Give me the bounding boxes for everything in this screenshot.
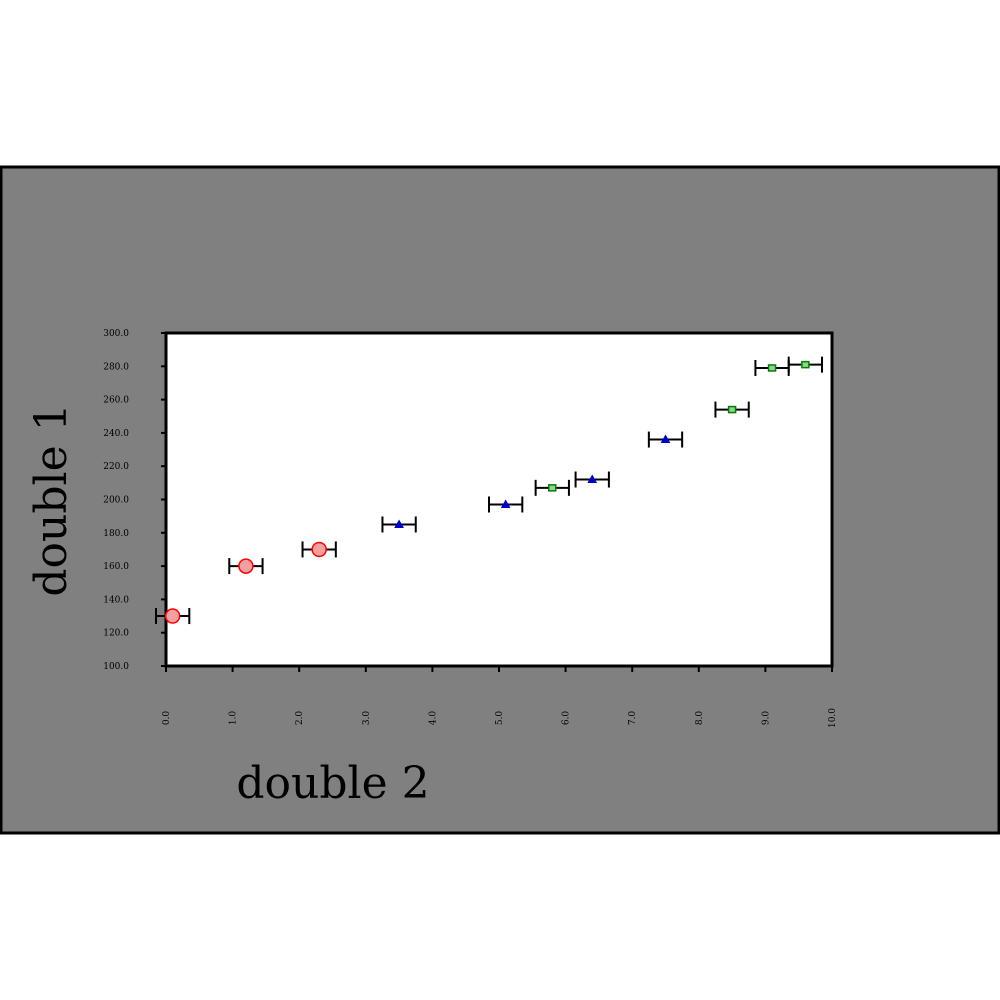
x-tick-label: 2.0 [295,711,305,726]
triangle-point [587,474,598,484]
x-tick-label: 4.0 [428,711,438,726]
x-tick-label: 6.0 [562,711,572,726]
y-tick-label: 220.0 [103,462,129,472]
y-axis-ticks: 100.0 120.0 140.0 160.0 180.0 200.0 220.0 240.0… [103,329,166,672]
x-tick-label: 8.0 [695,711,705,726]
triangle-point [500,499,511,508]
x-tick-label: 9.0 [761,711,771,726]
y-tick-label: 240.0 [103,429,129,439]
y-tick-label: 280.0 [103,362,129,372]
x-tick-label: 7.0 [628,711,638,726]
y-tick-label: 160.0 [103,562,129,572]
y-tick-label: 260.0 [103,396,129,406]
y-tick-label: 200.0 [103,496,129,506]
circle-point [311,541,327,558]
y-tick-label: 100.0 [103,662,129,672]
triangle-point [660,434,671,444]
x-tick-label: 10.0 [828,708,838,728]
square-point [727,405,737,414]
x-tick-label: 0.0 [162,711,172,726]
x-axis-title: double 2 [236,758,429,809]
triangle-point [394,519,404,528]
square-point [767,364,777,372]
y-tick-label: 180.0 [103,529,129,539]
y-tick-label: 300.0 [103,329,129,339]
square-point [801,360,810,369]
y-tick-label: 120.0 [103,629,129,639]
x-tick-label: 3.0 [362,711,372,726]
x-axis-ticks: 0.0 1.0 2.0 3.0 4.0 5.0 6.0 7.0 8.0 9.0 10.0 [162,666,838,728]
y-tick-label: 140.0 [103,595,129,605]
square-point [548,484,557,492]
circle-point [164,608,181,624]
plot-area [164,331,834,668]
y-axis-title: double 1 [26,403,77,596]
circle-point [238,558,254,574]
x-tick-label: 1.0 [229,711,239,726]
x-tick-label: 5.0 [495,711,505,726]
data-points [164,360,810,624]
